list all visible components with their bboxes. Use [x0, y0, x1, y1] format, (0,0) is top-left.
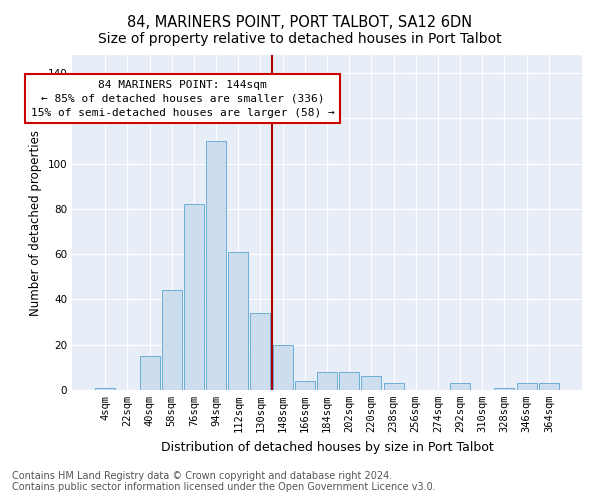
Bar	[95, 388, 115, 390]
Bar	[162, 290, 182, 390]
Bar	[250, 313, 271, 390]
Bar	[339, 372, 359, 390]
Text: 84, MARINERS POINT, PORT TALBOT, SA12 6DN: 84, MARINERS POINT, PORT TALBOT, SA12 6D…	[127, 15, 473, 30]
Bar	[517, 383, 536, 390]
Bar	[539, 383, 559, 390]
Bar	[140, 356, 160, 390]
Bar	[450, 383, 470, 390]
Bar	[361, 376, 382, 390]
Text: Size of property relative to detached houses in Port Talbot: Size of property relative to detached ho…	[98, 32, 502, 46]
Bar	[494, 388, 514, 390]
Bar	[228, 252, 248, 390]
Bar	[272, 344, 293, 390]
X-axis label: Distribution of detached houses by size in Port Talbot: Distribution of detached houses by size …	[161, 440, 493, 454]
Y-axis label: Number of detached properties: Number of detached properties	[29, 130, 42, 316]
Bar	[295, 381, 315, 390]
Text: 84 MARINERS POINT: 144sqm
← 85% of detached houses are smaller (336)
15% of semi: 84 MARINERS POINT: 144sqm ← 85% of detac…	[31, 80, 335, 118]
Bar	[206, 141, 226, 390]
Bar	[317, 372, 337, 390]
Text: Contains HM Land Registry data © Crown copyright and database right 2024.
Contai: Contains HM Land Registry data © Crown c…	[12, 471, 436, 492]
Bar	[383, 383, 404, 390]
Bar	[184, 204, 204, 390]
